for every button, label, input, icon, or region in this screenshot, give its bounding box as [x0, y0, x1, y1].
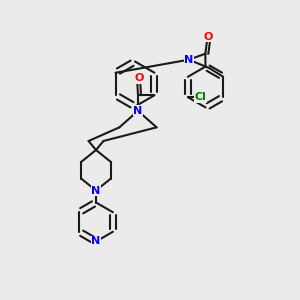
Text: N: N — [92, 185, 100, 196]
Text: Cl: Cl — [194, 92, 206, 102]
Text: O: O — [134, 74, 144, 83]
Text: N: N — [92, 236, 100, 247]
Text: N: N — [134, 106, 142, 116]
Text: O: O — [204, 32, 213, 42]
Text: N: N — [184, 55, 194, 65]
